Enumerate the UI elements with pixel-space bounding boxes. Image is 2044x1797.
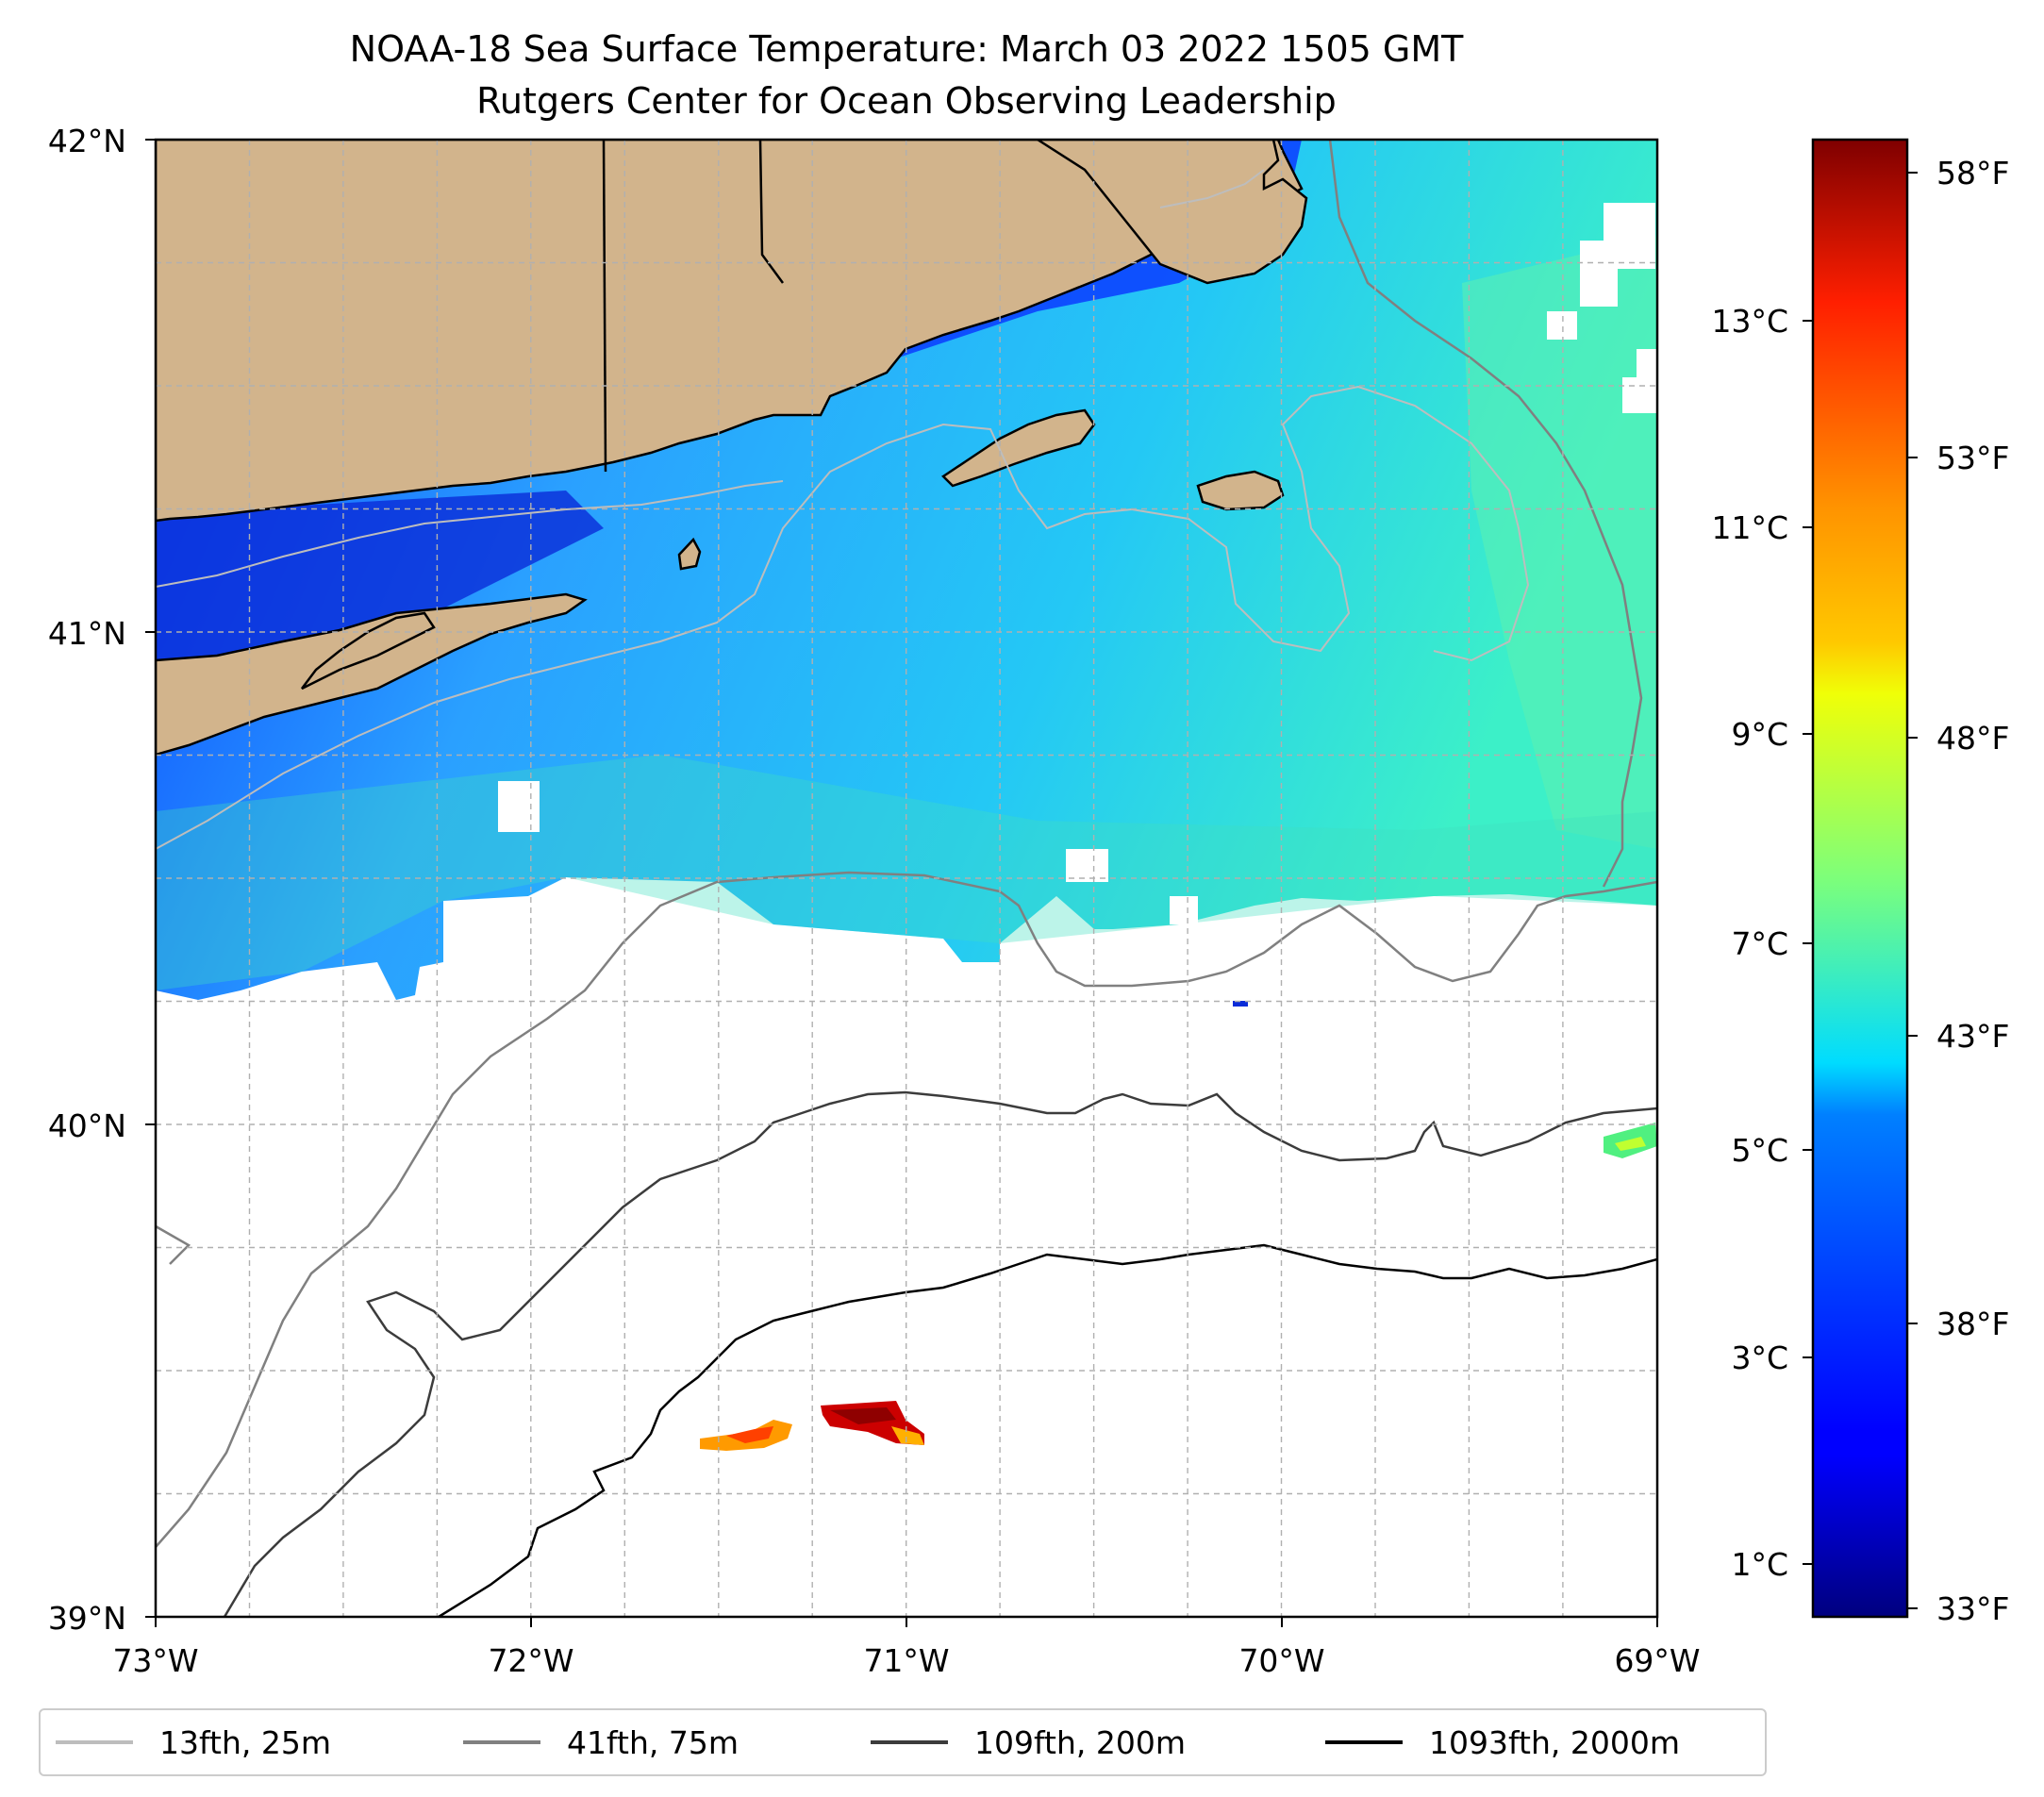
lon-label-72w: 72°W: [488, 1642, 573, 1679]
land-cape-cod: [1035, 140, 1308, 285]
gridlines: [156, 140, 1657, 1617]
lon-label-71w: 71°W: [863, 1642, 949, 1679]
legend-entry-2000m: 1093fth, 2000m: [1325, 1710, 1680, 1774]
title-line1: NOAA-18 Sea Surface Temperature: March 0…: [350, 28, 1464, 70]
cbar-c-11: 11°C: [1711, 509, 1788, 546]
state-borders: [602, 140, 785, 473]
lat-label-39n: 39°N: [48, 1600, 126, 1637]
legend-swatch-2000m: [1325, 1740, 1403, 1744]
cbar-f-38: 38°F: [1936, 1306, 2009, 1342]
land-north-fork: [301, 611, 436, 691]
lat-label-42n: 42°N: [48, 123, 126, 159]
cbar-f-53: 53°F: [1936, 440, 2009, 476]
legend-entry-25m: 13fth, 25m: [56, 1710, 331, 1774]
colorbar-gradient: [1811, 138, 1909, 1619]
legend-swatch-25m: [56, 1740, 133, 1744]
land-long-island: [156, 592, 588, 757]
land: [156, 140, 1308, 757]
colorbar-ticks: [1803, 172, 1918, 1609]
cbar-f-43: 43°F: [1936, 1018, 2009, 1055]
contour-2000m: [438, 1243, 1657, 1617]
colorbar: 1°C 3°C 5°C 7°C 9°C 11°C 13°C 33°F 38°F …: [1711, 138, 2009, 1627]
title-line2: Rutgers Center for Ocean Observing Leade…: [476, 80, 1337, 122]
cbar-c-3: 3°C: [1731, 1339, 1788, 1376]
cbar-c-1: 1°C: [1731, 1546, 1788, 1583]
contour-legend: 13fth, 25m 41fth, 75m 109fth, 200m 1093f…: [39, 1708, 1767, 1776]
cbar-c-7: 7°C: [1731, 925, 1788, 962]
cbar-f-58: 58°F: [1936, 155, 2009, 191]
legend-label-25m: 13fth, 25m: [159, 1723, 331, 1761]
land-block-island: [677, 537, 702, 571]
contour-25m: [156, 169, 1530, 850]
legend-label-2000m: 1093fth, 2000m: [1429, 1723, 1680, 1761]
lon-label-69w: 69°W: [1614, 1642, 1700, 1679]
lon-label-70w: 70°W: [1238, 1642, 1324, 1679]
contour-200m: [223, 1090, 1657, 1617]
cbar-c-5: 5°C: [1731, 1132, 1788, 1169]
legend-label-75m: 41fth, 75m: [567, 1723, 739, 1761]
legend-swatch-200m: [871, 1740, 948, 1744]
sst-south-patches: [700, 1001, 1657, 1451]
land-nantucket: [1196, 470, 1285, 511]
map-plot[interactable]: [156, 140, 1657, 1617]
lat-label-41n: 41°N: [48, 615, 126, 652]
lon-label-73w: 73°W: [112, 1642, 198, 1679]
legend-swatch-75m: [463, 1740, 540, 1744]
axis-ticks: [145, 139, 1658, 1627]
cbar-f-33: 33°F: [1936, 1590, 2009, 1627]
cbar-c-13: 13°C: [1711, 303, 1788, 340]
legend-entry-200m: 109fth, 200m: [871, 1710, 1186, 1774]
cloud-gaps: [498, 203, 1657, 924]
lat-label-40n: 40°N: [48, 1107, 126, 1144]
cbar-c-9: 9°C: [1731, 716, 1788, 753]
legend-label-200m: 109fth, 200m: [974, 1723, 1186, 1761]
legend-entry-75m: 41fth, 75m: [463, 1710, 739, 1774]
cbar-f-48: 48°F: [1936, 720, 2009, 757]
